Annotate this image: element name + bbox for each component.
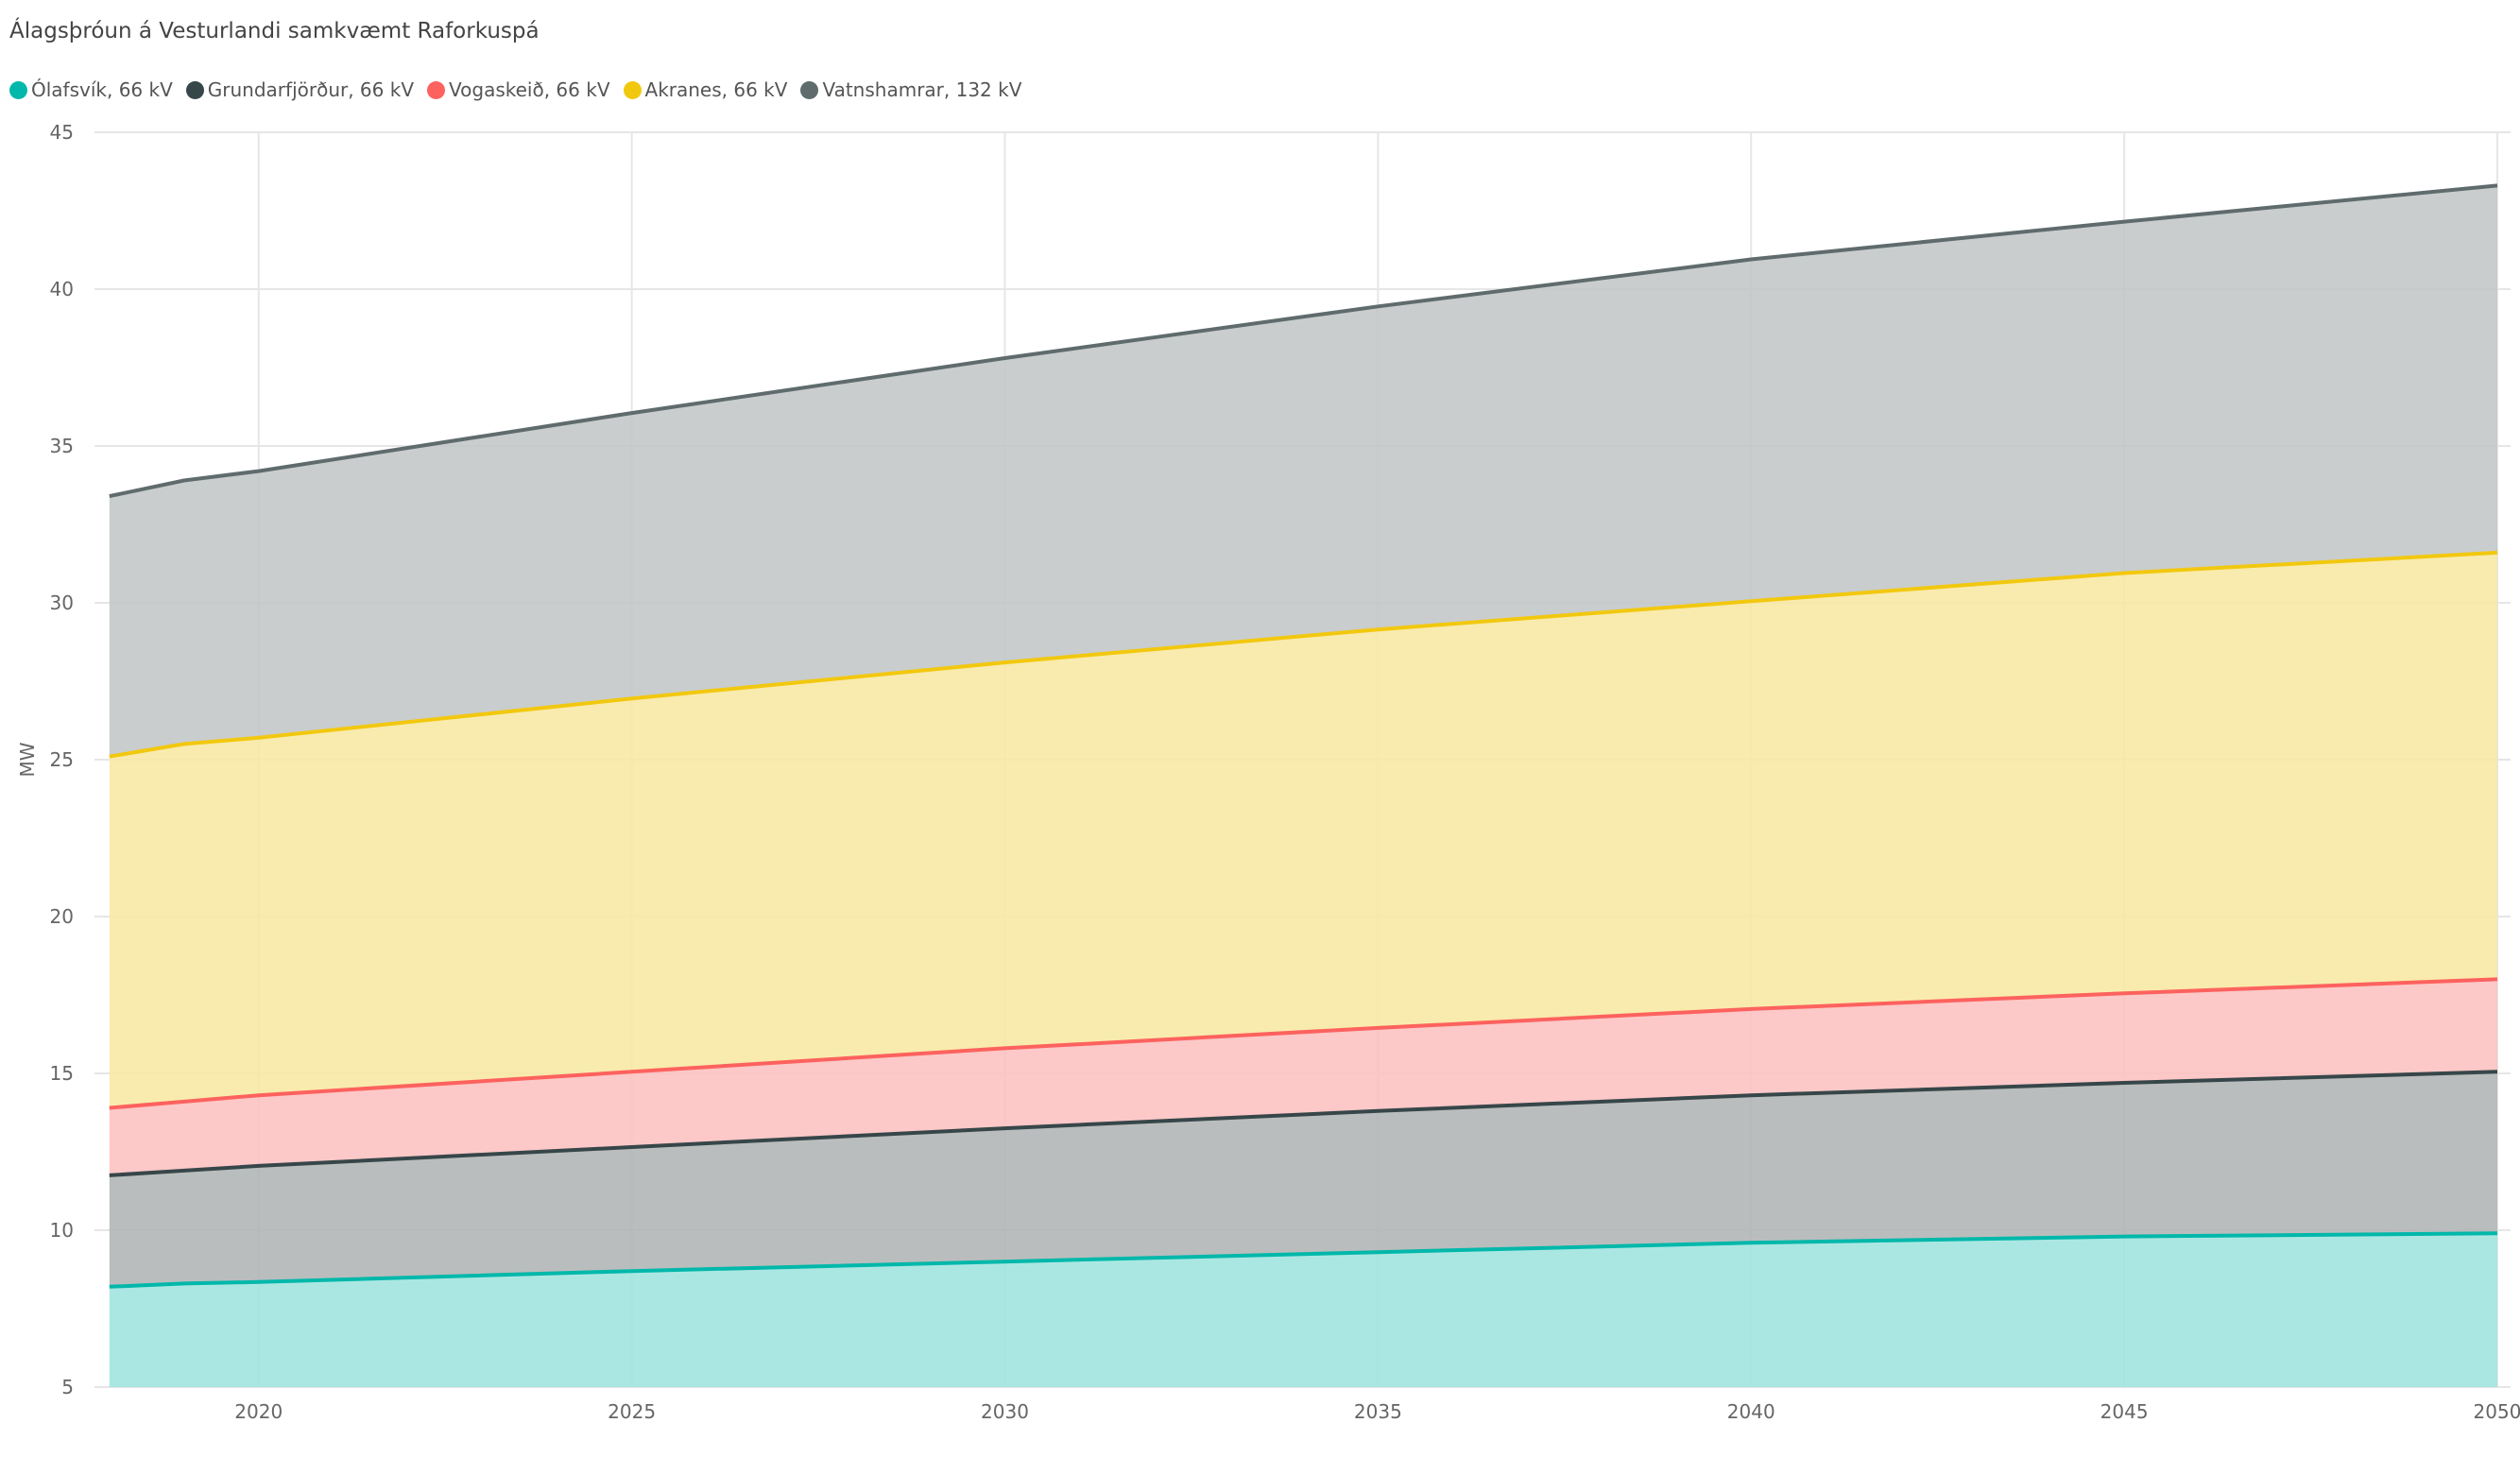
y-tick-label: 15 (50, 1062, 74, 1085)
area-fill (109, 1071, 2497, 1287)
legend-marker-icon (427, 80, 446, 99)
y-axis-ticks: 5 10 15 20 25 30 35 40 45 (50, 121, 74, 1398)
legend-item[interactable]: Akranes, 66 kV (623, 78, 788, 101)
legend-label: Grundarfjörður, 66 kV (207, 78, 415, 101)
y-tick-label: 20 (50, 905, 74, 928)
series-line[interactable] (109, 183, 2498, 499)
y-tick-label: 10 (50, 1219, 74, 1242)
area-series (109, 185, 2497, 1387)
y-tick-label: 45 (50, 121, 74, 144)
legend-label: Akranes, 66 kV (644, 78, 788, 101)
x-tick-label: 2045 (2100, 1400, 2149, 1423)
legend-label: Ólafsvík, 66 kV (31, 78, 173, 101)
y-tick-label: 35 (50, 435, 74, 457)
y-tick-label: 5 (61, 1376, 74, 1398)
area-fill (109, 185, 2497, 757)
y-tick-label: 30 (50, 591, 74, 614)
legend-marker-icon (623, 80, 642, 99)
legend: Ólafsvík, 66 kV Grundarfjörður, 66 kV Voga… (9, 76, 1035, 104)
series-line[interactable] (109, 1070, 2498, 1177)
legend-item[interactable]: Grundarfjörður, 66 kV (185, 78, 415, 101)
y-tick-label: 25 (50, 748, 74, 771)
legend-item[interactable]: Ólafsvík, 66 kV (9, 78, 173, 101)
series-line[interactable] (109, 1231, 2498, 1289)
legend-marker-icon (9, 80, 27, 99)
x-tick-label: 2020 (234, 1400, 283, 1423)
x-tick-label: 2035 (1354, 1400, 1402, 1423)
x-tick-label: 2040 (1727, 1400, 1775, 1423)
legend-marker-icon (185, 80, 204, 99)
legend-marker-icon (800, 80, 819, 99)
legend-item[interactable]: Vatnshamrar, 132 kV (800, 78, 1021, 101)
legend-label: Vogaskeið, 66 kV (449, 78, 610, 101)
series-lines (109, 183, 2498, 1289)
x-tick-label: 2025 (608, 1400, 656, 1423)
series-line[interactable] (109, 977, 2498, 1110)
y-axis-title: MW (16, 742, 39, 777)
legend-label: Vatnshamrar, 132 kV (822, 78, 1022, 101)
x-tick-label: 2030 (981, 1400, 1029, 1423)
area-fill (109, 979, 2497, 1175)
series-line[interactable] (109, 550, 2498, 759)
y-tick-label: 40 (50, 278, 74, 300)
legend-item[interactable]: Vogaskeið, 66 kV (427, 78, 610, 101)
chart-title: Álagsþróun á Vesturlandi samkvæmt Rafork… (9, 19, 540, 43)
x-tick-label: 2050 (2474, 1400, 2520, 1423)
x-axis-ticks: 2020 2025 2030 2035 2040 2045 2050 (234, 1400, 2520, 1423)
area-fill (109, 1233, 2497, 1387)
